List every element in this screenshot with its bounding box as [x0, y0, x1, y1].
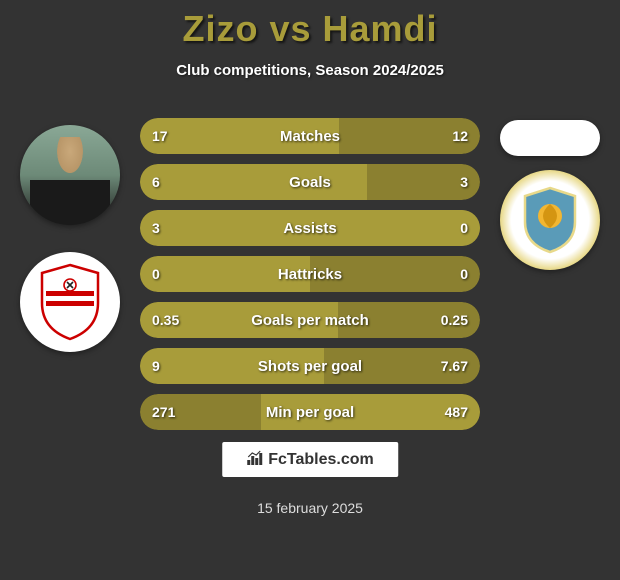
stat-label: Min per goal [266, 404, 354, 421]
zamalek-crest-icon [38, 263, 102, 341]
season-subtitle: Club competitions, Season 2024/2025 [0, 62, 620, 79]
brand-badge: FcTables.com [222, 442, 398, 477]
stat-value-right: 0 [460, 220, 468, 236]
stat-value-right: 7.67 [441, 358, 468, 374]
stat-value-left: 0 [152, 266, 160, 282]
stat-value-right: 12 [452, 128, 468, 144]
stat-label: Assists [283, 220, 336, 237]
stat-value-right: 487 [445, 404, 468, 420]
comparison-title: Zizo vs Hamdi [0, 0, 620, 50]
stat-value-right: 0.25 [441, 312, 468, 328]
stat-row: 3 Assists 0 [140, 210, 480, 246]
stat-row: 9 Shots per goal 7.67 [140, 348, 480, 384]
stat-row: 6 Goals 3 [140, 164, 480, 200]
player2-photo-placeholder [500, 120, 600, 156]
stat-value-left: 9 [152, 358, 160, 374]
player1-photo [20, 125, 120, 225]
stat-row: 0.35 Goals per match 0.25 [140, 302, 480, 338]
date-text: 15 february 2025 [257, 500, 363, 516]
ismaily-crest-icon [521, 186, 579, 254]
stat-label: Shots per goal [258, 358, 362, 375]
stat-row: 17 Matches 12 [140, 118, 480, 154]
stat-value-right: 3 [460, 174, 468, 190]
stat-fill-left [140, 164, 367, 200]
player1-club-badge [20, 252, 120, 352]
player2-club-badge [500, 170, 600, 270]
stat-value-left: 17 [152, 128, 168, 144]
stat-value-left: 0.35 [152, 312, 179, 328]
brand-text: FcTables.com [268, 451, 374, 469]
stat-value-left: 6 [152, 174, 160, 190]
stat-label: Matches [280, 128, 340, 145]
stat-row: 271 Min per goal 487 [140, 394, 480, 430]
player-head-icon [50, 137, 90, 185]
stat-label: Hattricks [278, 266, 342, 283]
stat-value-left: 271 [152, 404, 175, 420]
stat-label: Goals [289, 174, 331, 191]
stat-label: Goals per match [251, 312, 369, 329]
stat-value-left: 3 [152, 220, 160, 236]
player-jersey-icon [30, 180, 110, 225]
fctables-chart-icon [246, 450, 264, 469]
stats-container: 17 Matches 12 6 Goals 3 3 Assists 0 0 Hattricks 0 0.… [140, 118, 480, 440]
stat-value-right: 0 [460, 266, 468, 282]
stat-row: 0 Hattricks 0 [140, 256, 480, 292]
